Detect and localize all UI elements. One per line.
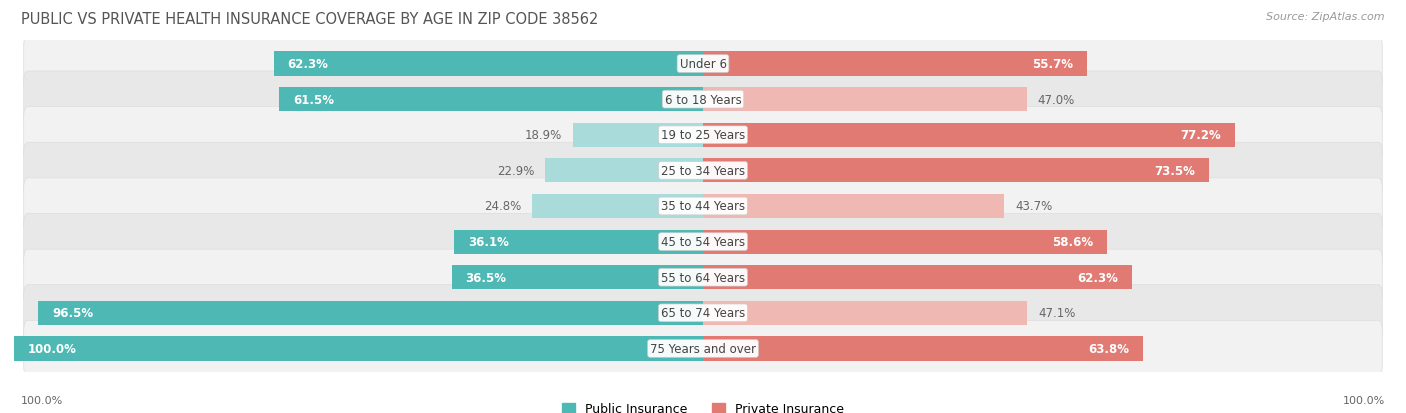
Text: 96.5%: 96.5% [52,306,93,320]
FancyBboxPatch shape [24,107,1382,164]
Text: 62.3%: 62.3% [288,58,329,71]
Text: 73.5%: 73.5% [1154,164,1195,178]
Text: 47.1%: 47.1% [1039,306,1076,320]
Text: 36.5%: 36.5% [465,271,506,284]
Bar [703,195,1004,218]
Bar [38,301,703,325]
Bar [14,337,703,361]
Text: 55 to 64 Years: 55 to 64 Years [661,271,745,284]
Bar [703,123,1234,147]
Bar [572,123,703,147]
Bar [703,301,1028,325]
Text: 62.3%: 62.3% [1077,271,1118,284]
Bar [703,52,1087,76]
FancyBboxPatch shape [24,72,1382,128]
Bar [280,88,703,112]
Text: 100.0%: 100.0% [21,395,63,405]
Bar [703,159,1209,183]
Legend: Public Insurance, Private Insurance: Public Insurance, Private Insurance [562,402,844,413]
Text: 100.0%: 100.0% [1343,395,1385,405]
FancyBboxPatch shape [24,320,1382,377]
Text: Source: ZipAtlas.com: Source: ZipAtlas.com [1267,12,1385,22]
Bar [703,337,1143,361]
Text: 45 to 54 Years: 45 to 54 Years [661,235,745,249]
Text: 25 to 34 Years: 25 to 34 Years [661,164,745,178]
Text: 6 to 18 Years: 6 to 18 Years [665,93,741,107]
Text: Under 6: Under 6 [679,58,727,71]
Text: 63.8%: 63.8% [1088,342,1129,355]
Text: PUBLIC VS PRIVATE HEALTH INSURANCE COVERAGE BY AGE IN ZIP CODE 38562: PUBLIC VS PRIVATE HEALTH INSURANCE COVER… [21,12,599,27]
Text: 19 to 25 Years: 19 to 25 Years [661,129,745,142]
Bar [703,266,1132,290]
Text: 43.7%: 43.7% [1015,200,1052,213]
Bar [531,195,703,218]
Text: 18.9%: 18.9% [524,129,562,142]
Bar [454,230,703,254]
Text: 65 to 74 Years: 65 to 74 Years [661,306,745,320]
FancyBboxPatch shape [24,214,1382,270]
Bar [703,230,1107,254]
Text: 55.7%: 55.7% [1032,58,1073,71]
Text: 75 Years and over: 75 Years and over [650,342,756,355]
Text: 24.8%: 24.8% [484,200,522,213]
Bar [274,52,703,76]
Text: 35 to 44 Years: 35 to 44 Years [661,200,745,213]
Text: 77.2%: 77.2% [1180,129,1220,142]
Text: 47.0%: 47.0% [1038,93,1076,107]
Text: 61.5%: 61.5% [292,93,335,107]
FancyBboxPatch shape [24,249,1382,306]
FancyBboxPatch shape [24,143,1382,199]
Text: 58.6%: 58.6% [1052,235,1092,249]
FancyBboxPatch shape [24,285,1382,341]
FancyBboxPatch shape [24,36,1382,93]
Bar [546,159,703,183]
Text: 36.1%: 36.1% [468,235,509,249]
Text: 100.0%: 100.0% [28,342,77,355]
Text: 22.9%: 22.9% [496,164,534,178]
Bar [703,88,1026,112]
Bar [451,266,703,290]
FancyBboxPatch shape [24,178,1382,235]
